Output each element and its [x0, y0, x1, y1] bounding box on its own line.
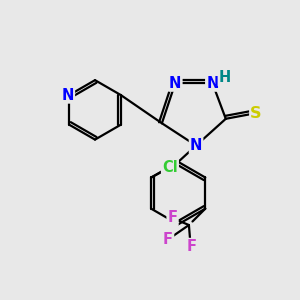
Text: N: N — [190, 138, 202, 153]
Text: F: F — [187, 239, 197, 254]
Text: Cl: Cl — [162, 160, 178, 175]
Text: S: S — [250, 106, 262, 121]
Text: H: H — [219, 70, 231, 85]
Text: N: N — [61, 88, 74, 103]
Text: F: F — [168, 210, 178, 225]
Text: N: N — [169, 76, 182, 91]
Text: N: N — [206, 76, 219, 91]
Text: F: F — [163, 232, 173, 247]
